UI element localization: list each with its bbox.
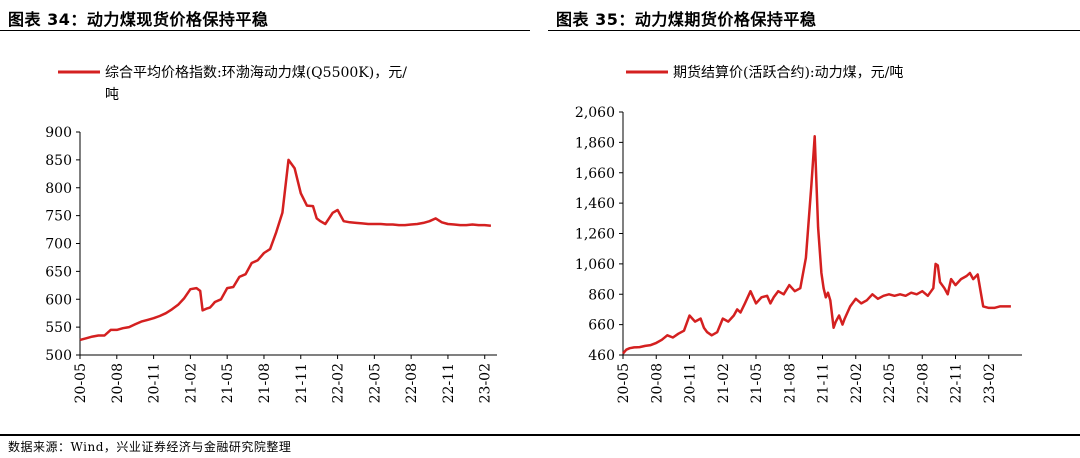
y-tick-label: 460 xyxy=(588,348,615,364)
x-tick-label: 20-08 xyxy=(649,363,665,403)
legend: 期货结算价(活跃合约):动力煤，元/吨 xyxy=(626,64,903,81)
x-tick-label: 22-11 xyxy=(441,363,457,403)
y-tick-label: 750 xyxy=(45,209,72,225)
x-tick-label: 20-05 xyxy=(73,363,89,403)
source-note: 数据来源：Wind，兴业证券经济与金融研究院整理 xyxy=(8,440,292,454)
x-tick-label: 20-05 xyxy=(616,363,632,403)
x-tick-label: 22-11 xyxy=(949,363,965,403)
y-tick-label: 1,660 xyxy=(575,166,615,182)
x-tick-label: 22-05 xyxy=(367,363,383,403)
y-tick-label: 1,260 xyxy=(575,227,615,243)
x-tick-label: 21-11 xyxy=(294,363,310,403)
legend-label: 期货结算价(活跃合约):动力煤，元/吨 xyxy=(673,64,903,81)
x-tick-label: 20-08 xyxy=(110,363,126,403)
chart-title-spot: 图表 34：动力煤现货价格保持平稳 xyxy=(8,10,269,29)
x-tick-label: 22-02 xyxy=(849,363,865,403)
spot-price-chart: 综合平均价格指数:环渤海动力煤(Q5500K)，元/ 吨 500 550 600 65… xyxy=(45,65,497,403)
chart-panel-futures: 图表 35：动力煤期货价格保持平稳 期货结算价(活跃合约):动力煤，元/吨 46… xyxy=(548,0,1080,432)
x-tick-label: 21-11 xyxy=(816,363,832,403)
x-tick-label: 22-02 xyxy=(331,363,347,403)
legend-label-line2: 吨 xyxy=(105,87,119,103)
x-tick-label: 20-11 xyxy=(147,363,163,403)
legend: 综合平均价格指数:环渤海动力煤(Q5500K)，元/ 吨 xyxy=(58,65,407,103)
y-tick-label: 800 xyxy=(45,181,72,197)
x-tick-label: 22-08 xyxy=(404,363,420,403)
x-tick-label: 21-05 xyxy=(749,363,765,403)
y-tick-label: 860 xyxy=(588,287,615,303)
y-tick-label: 550 xyxy=(45,320,72,336)
x-tick-label: 21-02 xyxy=(183,363,199,403)
x-tick-label: 21-08 xyxy=(782,363,798,403)
y-tick-label: 1,860 xyxy=(575,135,615,151)
x-tick-label: 21-05 xyxy=(220,363,236,403)
x-tick-label: 23-02 xyxy=(982,363,998,403)
y-tick-label: 2,060 xyxy=(575,105,615,121)
x-tick-label: 22-08 xyxy=(915,363,931,403)
futures-price-chart: 期货结算价(活跃合约):动力煤，元/吨 460 660 860 1,060 1,260 1… xyxy=(575,64,1022,403)
y-tick-label: 660 xyxy=(588,318,615,334)
y-tick-label: 700 xyxy=(45,237,72,253)
y-tick-label: 850 xyxy=(45,153,72,169)
y-tick-label: 1,460 xyxy=(575,196,615,212)
x-tick-label: 22-05 xyxy=(882,363,898,403)
y-tick-label: 500 xyxy=(45,348,72,364)
x-tick-label: 20-11 xyxy=(683,363,699,403)
legend-label-line1: 综合平均价格指数:环渤海动力煤(Q5500K)，元/ xyxy=(105,65,407,81)
title-divider xyxy=(548,30,1080,31)
y-tick-label: 600 xyxy=(45,292,72,308)
series-line xyxy=(622,135,1011,355)
series-line xyxy=(79,158,492,342)
chart-panel-spot: 图表 34：动力煤现货价格保持平稳 综合平均价格指数:环渤海动力煤(Q5500K… xyxy=(0,0,530,432)
title-divider xyxy=(0,30,530,31)
x-tick-label: 21-08 xyxy=(257,363,273,403)
y-tick-label: 900 xyxy=(45,125,72,141)
x-tick-label: 23-02 xyxy=(478,363,494,403)
x-tick-label: 21-02 xyxy=(716,363,732,403)
y-tick-label: 650 xyxy=(45,264,72,280)
chart-title-futures: 图表 35：动力煤期货价格保持平稳 xyxy=(556,10,817,29)
footer-divider xyxy=(0,434,1080,436)
y-tick-label: 1,060 xyxy=(575,257,615,273)
